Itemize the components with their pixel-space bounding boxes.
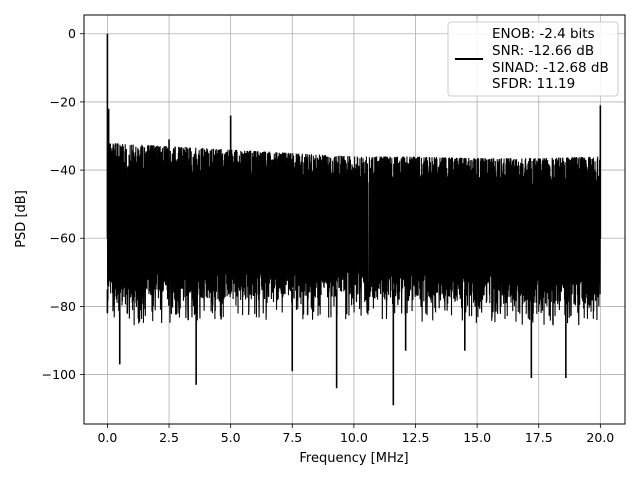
axes-frame <box>83 14 626 425</box>
x-tick-label: 0.0 <box>97 430 117 445</box>
y-tick-label: −100 <box>42 367 76 382</box>
legend: ENOB: -2.4 bits SNR: -12.66 dB SINAD: -1… <box>447 21 619 97</box>
x-tick-label: 12.5 <box>402 430 430 445</box>
x-axis-label: Frequency [MHz] <box>299 451 408 466</box>
x-tick-label: 5.0 <box>221 430 241 445</box>
y-tick-label: 0 <box>68 26 76 41</box>
y-tick-label: −40 <box>50 163 76 178</box>
y-tick-label: −20 <box>50 94 76 109</box>
x-axis-ticks: 0.0 2.5 5.0 7.5 10.0 12.5 15.0 17.5 20.0 <box>97 424 614 445</box>
y-tick-label: −60 <box>50 231 76 246</box>
y-axis-label: PSD [dB] <box>14 190 29 248</box>
legend-entry-sinad: SINAD: -12.68 dB <box>492 60 609 76</box>
y-tick-label: −80 <box>50 299 76 314</box>
y-axis-ticks: 0 −20 −40 −60 −80 −100 <box>42 26 84 382</box>
legend-entry-sfdr: SFDR: 11.19 <box>492 76 575 92</box>
x-tick-label: 17.5 <box>525 430 553 445</box>
legend-entry-enob: ENOB: -2.4 bits <box>492 26 595 42</box>
x-tick-label: 2.5 <box>159 430 179 445</box>
psd-trace <box>106 143 601 326</box>
legend-entry-snr: SNR: -12.66 dB <box>492 43 594 59</box>
x-tick-label: 20.0 <box>586 430 614 445</box>
plot-area <box>106 33 602 406</box>
psd-series <box>106 33 602 406</box>
legend-box <box>447 21 619 97</box>
x-tick-label: 10.0 <box>340 430 368 445</box>
x-tick-label: 15.0 <box>463 430 491 445</box>
x-tick-label: 7.5 <box>282 430 302 445</box>
